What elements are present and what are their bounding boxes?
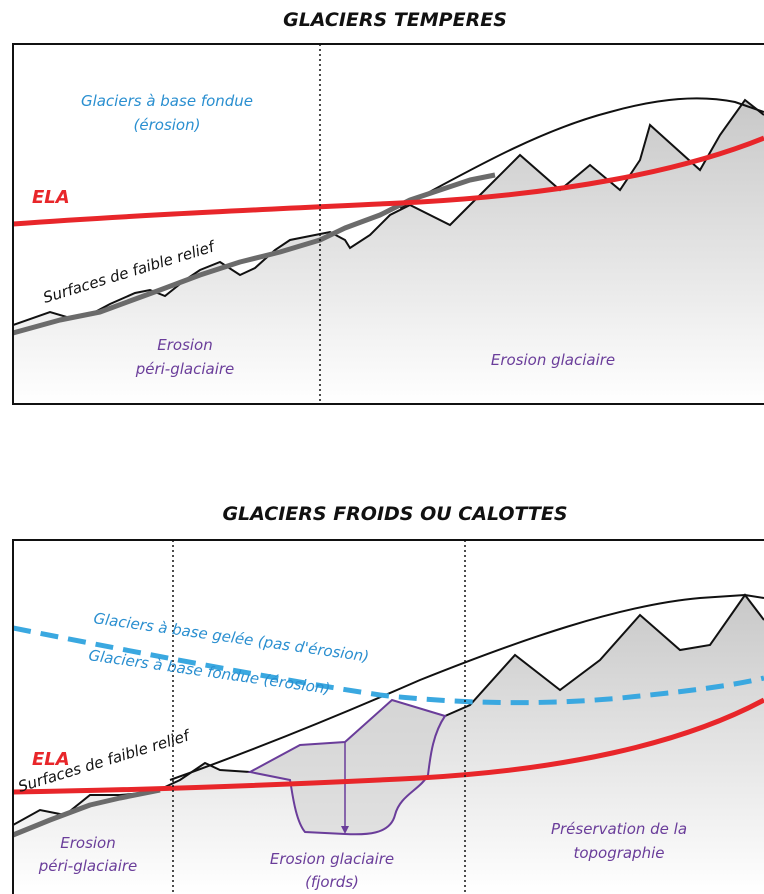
- label-glacial-erosion: Erosion glaciaire: [270, 850, 394, 868]
- panel-frame: [12, 539, 764, 894]
- low-relief-line: [13, 172, 496, 336]
- panel-cold: GLACIERS FROIDS OU CALOTTES Glaciers à b…: [12, 503, 764, 894]
- panel-title: GLACIERS FROIDS OU CALOTTES: [222, 503, 567, 525]
- low-relief-line: [13, 787, 161, 838]
- panel-title: GLACIERS TEMPERES: [283, 9, 507, 31]
- label-glacial-erosion: Erosion glaciaire: [491, 351, 615, 369]
- ice-surface: [399, 97, 764, 209]
- label-periglacial-sub: péri-glaciaire: [135, 360, 235, 378]
- ela-line: [13, 697, 764, 795]
- label-wet-base-sub: (érosion): [134, 116, 201, 134]
- label-preservation: Préservation de la: [551, 820, 687, 838]
- panel-temperate: GLACIERS TEMPERES Glaciers à base fondue…: [12, 9, 764, 405]
- ice-surface: [169, 593, 764, 781]
- cold-base-line: [13, 625, 764, 706]
- label-wet-base: Glaciers à base fondue: [81, 92, 253, 110]
- ela-label: ELA: [32, 749, 70, 770]
- fjord-arrow-head: [341, 826, 349, 834]
- ela-label: ELA: [32, 187, 70, 208]
- panel-frame: [12, 43, 764, 405]
- ela-line: [13, 135, 764, 227]
- label-periglacial-sub: péri-glaciaire: [38, 857, 138, 875]
- label-preservation-sub: topographie: [573, 844, 664, 862]
- terrain-fill: [13, 100, 764, 404]
- fjord-outline: [247, 698, 447, 836]
- label-glacial-erosion-sub: (fjords): [305, 873, 359, 891]
- label-periglacial: Erosion: [157, 336, 213, 354]
- label-periglacial: Erosion: [60, 834, 116, 852]
